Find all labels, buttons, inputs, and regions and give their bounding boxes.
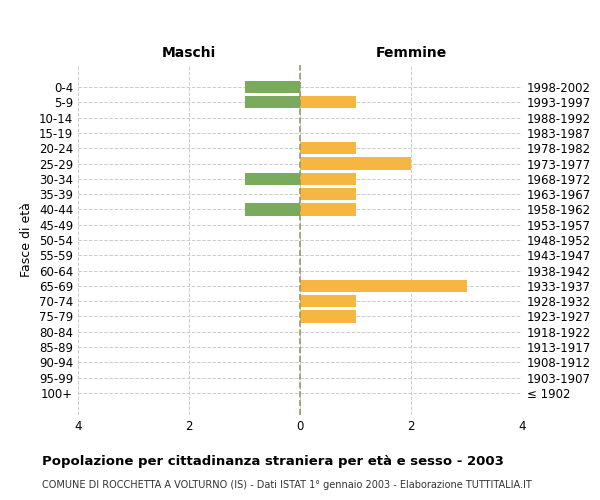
Bar <box>300 188 355 200</box>
Text: COMUNE DI ROCCHETTA A VOLTURNO (IS) - Dati ISTAT 1° gennaio 2003 - Elaborazione : COMUNE DI ROCCHETTA A VOLTURNO (IS) - Da… <box>42 480 532 490</box>
Bar <box>300 172 355 185</box>
Bar <box>300 295 355 308</box>
Bar <box>245 204 300 216</box>
Y-axis label: Anni di nascita: Anni di nascita <box>598 194 600 286</box>
Bar <box>245 96 300 108</box>
Bar <box>300 96 355 108</box>
Bar <box>300 158 411 170</box>
Text: Popolazione per cittadinanza straniera per età e sesso - 2003: Popolazione per cittadinanza straniera p… <box>42 455 504 468</box>
Bar <box>245 81 300 93</box>
Bar <box>300 280 467 292</box>
Y-axis label: Fasce di età: Fasce di età <box>20 202 34 278</box>
Bar <box>300 142 355 154</box>
Bar <box>300 204 355 216</box>
Bar <box>300 310 355 322</box>
Bar <box>245 172 300 185</box>
